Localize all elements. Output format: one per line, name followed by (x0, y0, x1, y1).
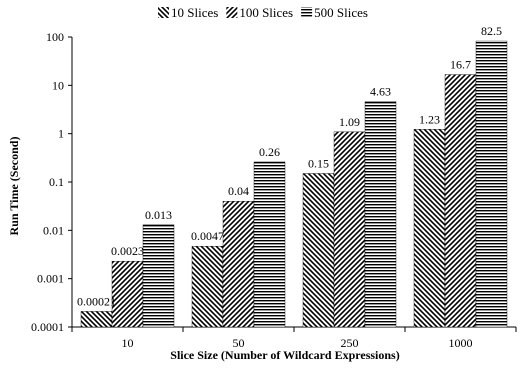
bar-500-slices-10 (142, 224, 175, 328)
data-label: 16.7 (450, 58, 471, 72)
y-axis: 0.0001 0.001 0.01 0.1 1 10 100 (31, 30, 73, 334)
y-axis-title: Run Time (Second) (7, 137, 21, 236)
legend-swatch (158, 7, 169, 18)
data-label: 0.15 (308, 156, 329, 170)
data-label: 1.09 (339, 115, 360, 129)
data-label: 82.5 (481, 24, 502, 38)
x-tick-label: 50 (233, 336, 245, 350)
data-label: 0.26 (259, 145, 280, 159)
x-tick-label: 250 (341, 336, 359, 350)
bar-100-slices-1000 (444, 74, 477, 328)
bar-10-slices-10 (80, 311, 113, 328)
data-label: 0.04 (228, 184, 249, 198)
legend-label: 500 Slices (314, 5, 368, 20)
y-tick-label: 10 (52, 78, 64, 92)
data-labels: 0.00021 0.0047 0.15 1.23 0.0023 0.04 1.09 16.7 0… (77, 24, 502, 308)
y-tick-label: 100 (46, 30, 64, 44)
bar-100-slices-250 (333, 131, 366, 328)
legend-swatch (226, 7, 238, 18)
legend-label: 10 Slices (171, 5, 218, 20)
data-label: 0.0047 (191, 229, 224, 243)
data-label: 4.63 (370, 84, 391, 98)
legend-label: 100 Slices (239, 5, 293, 20)
bar-10-slices-1000 (413, 129, 446, 328)
data-label: 1.23 (419, 112, 440, 126)
y-tick-label: 0.01 (43, 223, 64, 237)
y-tick-label: 1 (58, 127, 64, 141)
data-label: 0.00021 (77, 294, 116, 308)
y-tick-label: 0.0001 (31, 320, 64, 334)
bar-10-slices-50 (191, 245, 224, 328)
x-axis: 10 50 250 1000 (71, 326, 517, 350)
y-tick-label: 0.001 (37, 272, 64, 286)
bar-10-slices-250 (302, 173, 335, 328)
bar-100-slices-50 (222, 201, 255, 328)
y-tick-label: 0.1 (49, 175, 64, 189)
bar-500-slices-50 (253, 161, 286, 328)
data-label: 0.0023 (111, 244, 144, 258)
bars (80, 40, 508, 328)
x-tick-label: 1000 (449, 336, 473, 350)
x-axis-title: Slice Size (Number of Wildcard Expressio… (170, 348, 399, 362)
bar-500-slices-250 (364, 101, 397, 328)
legend-swatch (301, 7, 313, 18)
x-tick-label: 10 (122, 336, 134, 350)
bar-100-slices-10 (111, 260, 144, 328)
data-label: 0.013 (145, 208, 172, 222)
legend: 10 Slices 100 Slices 500 Slices (158, 5, 368, 20)
bar-500-slices-1000 (475, 40, 508, 328)
